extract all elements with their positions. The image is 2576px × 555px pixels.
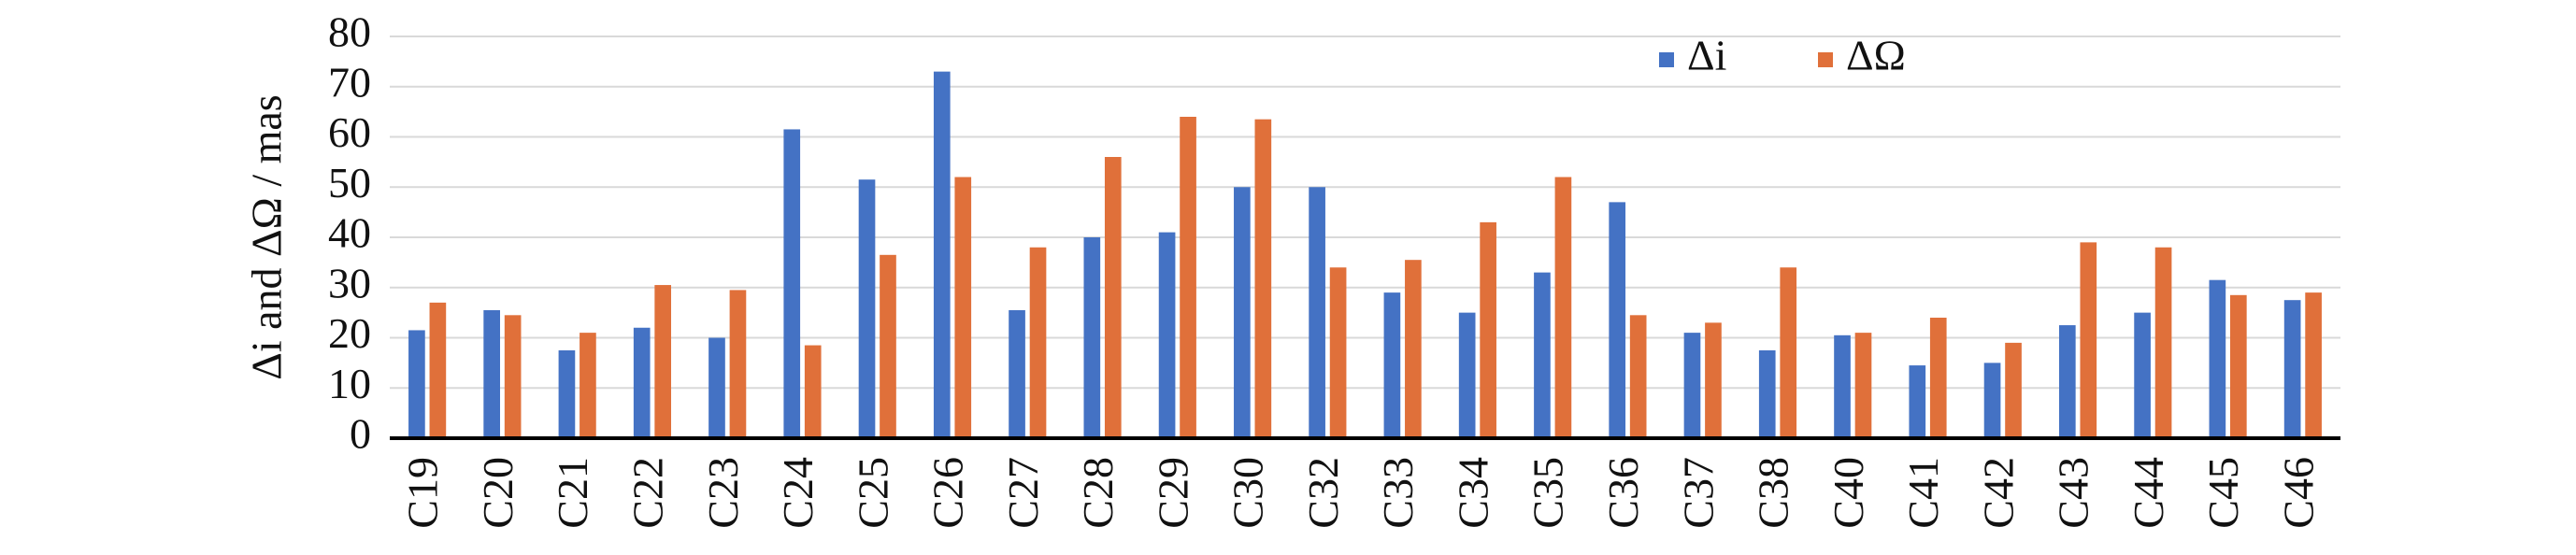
bar [504,315,522,438]
bar [804,345,822,438]
bar [1158,232,1176,438]
y-tick-label: 30 [328,259,371,306]
bar [1554,177,1572,438]
bar [1180,117,1196,438]
legend-label: Δi [1687,32,1726,79]
bar [1029,247,1047,438]
bar [1683,333,1701,438]
bar [2005,342,2022,438]
bar [1629,315,1647,438]
x-tick-label: C30 [1224,457,1272,529]
bar [1929,318,1947,438]
bar [1909,365,1926,438]
bar [1104,157,1122,438]
bar [429,302,447,438]
bar [558,349,576,438]
x-tick-label: C42 [1974,457,2022,529]
bar [858,179,876,438]
bar [783,129,801,438]
x-tick-label: C41 [1899,457,1947,529]
x-tick-label: C35 [1524,457,1572,529]
bar [2305,292,2322,438]
legend-label: ΔΩ [1846,32,1906,79]
bar [2230,294,2247,438]
x-tick-label: C28 [1074,457,1122,529]
x-tick-label: C21 [549,457,596,529]
y-tick-label: 20 [328,309,371,357]
x-tick-label: C23 [699,457,747,529]
bar [1705,322,1722,438]
x-tick-label: C19 [399,457,447,529]
bar [954,177,972,438]
bar [1983,363,2001,438]
x-tick-label: C38 [1750,457,1797,529]
bar [580,333,596,438]
legend-swatch [1818,52,1833,67]
bar [1309,187,1325,438]
x-tick-label: C43 [2050,457,2097,529]
bar [1758,349,1776,438]
x-tick-label: C46 [2274,457,2322,529]
bar [1780,267,1797,438]
bar [2134,312,2151,438]
y-axis-label: Δi and ΔΩ / mas [243,94,291,379]
legend-swatch [1659,52,1674,67]
bar [1234,187,1251,438]
bar [2283,300,2301,438]
x-tick-label: C26 [924,457,972,529]
x-tick-label: C36 [1599,457,1647,529]
y-tick-label: 80 [328,8,371,56]
bar [729,290,747,438]
bar [1083,237,1101,438]
y-tick-label: 0 [350,410,371,458]
y-tick-label: 50 [328,159,371,206]
x-tick-label: C29 [1149,457,1196,529]
bar [933,71,951,438]
bar [1534,272,1551,438]
bar [1458,312,1476,438]
x-tick-label: C34 [1449,457,1496,529]
x-tick-label: C20 [474,457,522,529]
x-tick-label: C45 [2199,457,2247,529]
bar [633,327,651,438]
bar [654,285,672,438]
x-tick-label: C37 [1674,457,1722,529]
x-tick-label: C32 [1299,457,1347,529]
bar [2154,247,2172,438]
bar [1383,292,1401,438]
x-tick-label: C27 [999,457,1047,529]
y-tick-label: 70 [328,58,371,106]
x-tick-label: C24 [774,457,822,529]
bar [2058,325,2076,438]
bar [1609,202,1626,438]
bar [2209,279,2226,438]
y-tick-label: 60 [328,108,371,156]
bar [1854,333,1872,438]
x-tick-label: C33 [1374,457,1422,529]
bar [408,330,425,438]
bar [1009,309,1025,438]
x-tick-label: C40 [1825,457,1872,529]
bar [1480,221,1496,438]
bar [1329,267,1347,438]
y-tick-label: 40 [328,209,371,257]
bar [1405,260,1422,438]
bar [1254,119,1272,438]
x-tick-label: C44 [2125,457,2172,529]
x-tick-label: C22 [624,457,672,529]
bar [1834,334,1851,438]
x-tick-label: C25 [849,457,896,529]
bar [880,254,896,438]
bar [483,309,500,438]
bar [2080,242,2097,438]
y-tick-label: 10 [328,360,371,407]
bar [708,337,725,438]
